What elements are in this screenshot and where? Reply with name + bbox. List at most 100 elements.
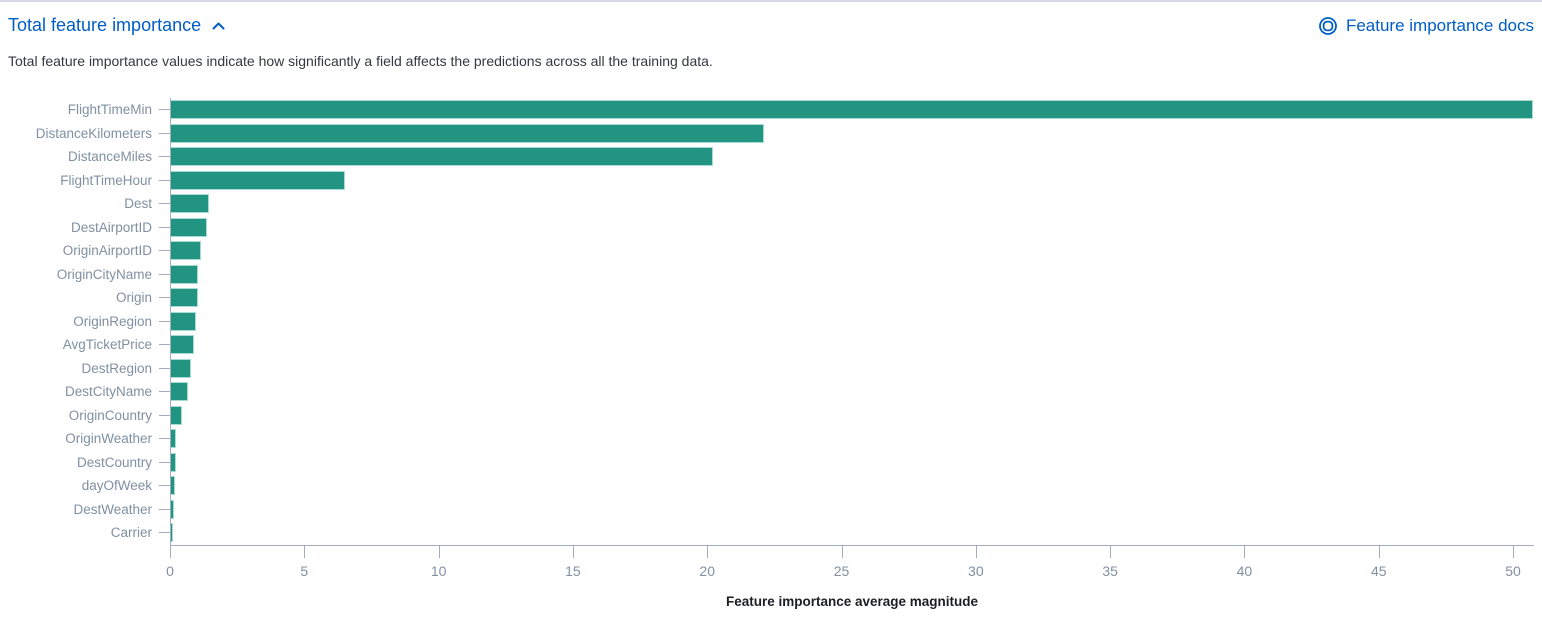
chart-row: OriginAirportID	[8, 239, 1534, 263]
y-axis-tick	[159, 203, 170, 205]
y-axis-tick	[159, 156, 170, 158]
y-axis-tick	[159, 297, 170, 299]
x-axis-tick	[975, 545, 977, 558]
x-axis-tick	[304, 545, 306, 558]
panel-header: Total feature importance Feature importa…	[8, 13, 1534, 36]
plot-area	[170, 380, 1534, 404]
plot-area	[170, 145, 1534, 169]
chart-row: OriginWeather	[8, 427, 1534, 451]
chart-row: DestRegion	[8, 356, 1534, 380]
bar-Dest[interactable]	[171, 194, 209, 214]
chart-row: Origin	[8, 286, 1534, 310]
y-axis-tick	[159, 367, 170, 369]
y-axis-label: OriginWeather	[65, 431, 152, 446]
y-axis-label: FlightTimeMin	[67, 102, 152, 117]
plot-area	[170, 356, 1534, 380]
x-axis-title: Feature importance average magnitude	[725, 593, 979, 609]
y-axis-label: Origin	[115, 290, 152, 305]
x-axis-tick	[438, 545, 440, 558]
bar-AvgTicketPrice[interactable]	[171, 335, 194, 355]
chart-row: DistanceKilometers	[8, 121, 1534, 145]
plot-area	[170, 309, 1534, 333]
y-axis-label: FlightTimeHour	[60, 172, 152, 188]
section-title: Total feature importance	[8, 15, 202, 35]
bar-DestCityName[interactable]	[171, 382, 188, 402]
y-axis-tick	[159, 461, 170, 463]
feature-importance-chart: FlightTimeMin DistanceKilometers DistanceM…	[8, 98, 1534, 617]
plot-area	[170, 497, 1534, 521]
y-axis-label: Dest	[124, 196, 152, 211]
y-axis-label: DestCountry	[76, 454, 152, 470]
plot-area	[170, 98, 1534, 122]
x-axis-tick	[1244, 545, 1246, 558]
x-axis-tick-label: 15	[565, 562, 581, 579]
documentation-icon	[1318, 16, 1338, 36]
chart-row: AvgTicketPrice	[8, 333, 1534, 357]
y-axis-label: DistanceMiles	[67, 149, 152, 164]
chart-row: DestAirportID	[8, 215, 1534, 239]
x-axis-tick	[841, 545, 843, 558]
chart-row: FlightTimeMin	[8, 98, 1534, 122]
y-axis-label: OriginAirportID	[62, 243, 152, 258]
bar-DestWeather[interactable]	[171, 499, 175, 519]
y-axis-tick	[159, 132, 170, 134]
bar-DestAirportID[interactable]	[171, 217, 208, 237]
plot-area	[170, 450, 1534, 474]
chart-row: Dest	[8, 192, 1534, 216]
y-axis-tick	[159, 438, 170, 440]
bar-FlightTimeHour[interactable]	[171, 170, 346, 190]
bar-OriginCountry[interactable]	[171, 405, 183, 425]
bar-DistanceMiles[interactable]	[171, 147, 714, 167]
x-axis-tick-label: 40	[1236, 562, 1253, 579]
plot-area	[170, 192, 1534, 216]
y-axis-tick	[159, 179, 170, 181]
chart-row: OriginCountry	[8, 403, 1534, 427]
x-axis-tick-label: 25	[833, 562, 850, 579]
plot-area	[170, 168, 1534, 192]
x-axis-tick-label: 5	[300, 562, 309, 579]
y-axis-label: DestCityName	[64, 384, 152, 399]
x-axis-tick	[1110, 545, 1112, 558]
y-axis-tick	[159, 532, 170, 534]
x-axis-tick	[1513, 545, 1515, 558]
x-axis-tick-label: 10	[430, 562, 447, 579]
feature-importance-docs-link[interactable]: Feature importance docs	[1318, 16, 1534, 36]
chevron-up-icon	[211, 20, 226, 32]
x-axis-tick	[707, 545, 709, 558]
y-axis-label: DestAirportID	[70, 219, 152, 235]
x-axis: Feature importance average magnitude 0 5 1…	[166, 544, 1534, 617]
x-axis-tick	[1378, 545, 1380, 558]
bar-OriginCityName[interactable]	[171, 264, 198, 284]
panel-description: Total feature importance values indicate…	[8, 53, 713, 69]
y-axis-tick	[159, 109, 170, 111]
y-axis-tick	[159, 320, 170, 322]
bar-OriginAirportID[interactable]	[171, 241, 201, 261]
chart-row: Carrier	[8, 521, 1534, 545]
y-axis-label: Carrier	[110, 525, 152, 540]
bar-Carrier[interactable]	[171, 523, 173, 543]
chart-row: DistanceMiles	[8, 145, 1534, 169]
plot-area	[170, 403, 1534, 427]
y-axis-tick	[159, 485, 170, 487]
chart-row: dayOfWeek	[8, 474, 1534, 498]
y-axis-label: DestWeather	[73, 501, 152, 517]
y-axis-label: OriginCityName	[56, 266, 152, 282]
total-feature-importance-toggle[interactable]: Total feature importance	[8, 15, 226, 36]
bar-OriginWeather[interactable]	[171, 429, 177, 449]
bar-DestCountry[interactable]	[171, 452, 176, 472]
bar-Origin[interactable]	[171, 288, 198, 308]
bar-DestRegion[interactable]	[171, 358, 192, 378]
y-axis-tick	[159, 344, 170, 346]
y-axis-label: OriginCountry	[68, 407, 152, 423]
chart-row: OriginCityName	[8, 262, 1534, 286]
bar-OriginRegion[interactable]	[171, 311, 196, 331]
chart-row: DestCityName	[8, 380, 1534, 404]
x-axis-tick	[170, 545, 171, 558]
chart-row: DestWeather	[8, 497, 1534, 521]
bar-DistanceKilometers[interactable]	[171, 123, 765, 143]
bar-dayOfWeek[interactable]	[171, 476, 176, 496]
plot-area	[170, 121, 1534, 145]
chart-rows: FlightTimeMin DistanceKilometers DistanceM…	[8, 98, 1534, 545]
bar-FlightTimeMin[interactable]	[171, 100, 1534, 120]
